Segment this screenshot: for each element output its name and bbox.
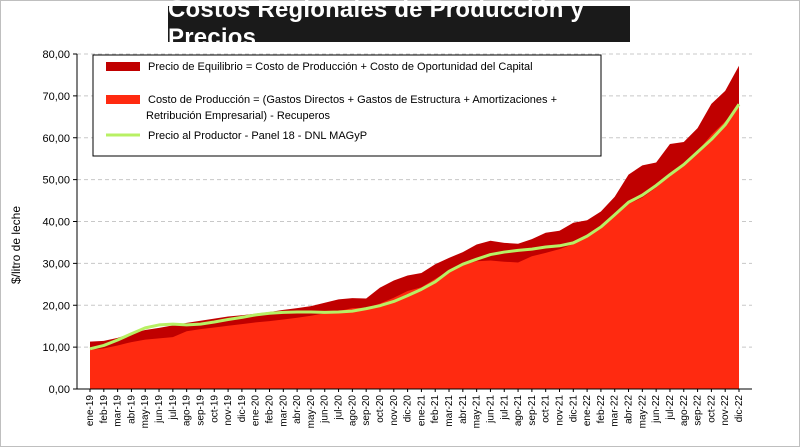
legend-label-costo-line2: Retribución Empresarial) - Recuperos — [146, 110, 331, 122]
x-tick-label: mar-19 — [113, 395, 124, 427]
x-tick-label: jun-21 — [485, 395, 496, 424]
x-tick-label: ago-20 — [347, 395, 358, 427]
x-tick-label: oct-22 — [706, 395, 717, 423]
y-tick-label: 40,00 — [42, 217, 70, 229]
y-tick-label: 80,00 — [42, 49, 70, 61]
legend: Precio de Equilibrio = Costo de Producci… — [92, 54, 602, 157]
x-tick-label: sep-19 — [195, 395, 206, 426]
x-tick-label: ene-21 — [416, 395, 427, 427]
x-tick-label: ago-22 — [679, 395, 690, 427]
x-tick-label: oct-19 — [209, 395, 220, 423]
x-tick-label: nov-22 — [720, 395, 731, 426]
y-tick-label: 10,00 — [42, 342, 70, 354]
y-tick-label: 30,00 — [42, 258, 70, 270]
x-tick-label: nov-20 — [389, 395, 400, 426]
x-tick-label: feb-22 — [596, 395, 607, 424]
x-tick-label: ene-20 — [251, 395, 262, 427]
x-tick-label: dic-21 — [568, 395, 579, 423]
x-tick-label: jul-21 — [499, 395, 510, 421]
legend-swatch-costo — [106, 95, 140, 104]
x-tick-label: sep-21 — [527, 395, 538, 426]
x-tick-label: ago-21 — [513, 395, 524, 427]
x-tick-label: sep-22 — [693, 395, 704, 426]
x-tick-label: jun-19 — [154, 395, 165, 424]
y-axis-label: $/litro de leche — [9, 206, 23, 284]
x-tick-label: may-20 — [306, 395, 317, 429]
x-tick-label: abr-19 — [126, 395, 137, 424]
x-tick-label: abr-22 — [624, 395, 635, 424]
x-tick-label: jul-22 — [665, 395, 676, 421]
x-tick-label: mar-21 — [444, 395, 455, 427]
x-tick-label: jun-22 — [651, 395, 662, 424]
legend-label-precio: Precio al Productor - Panel 18 - DNL MAG… — [148, 130, 367, 142]
y-tick-label: 20,00 — [42, 300, 70, 312]
x-tick-label: nov-21 — [554, 395, 565, 426]
x-tick-label: feb-19 — [99, 395, 110, 424]
x-tick-label: may-19 — [140, 395, 151, 429]
y-tick-label: 70,00 — [42, 91, 70, 103]
x-tick-label: feb-21 — [430, 395, 441, 424]
chart-title: Costos Regionales de Producción y Precio… — [168, 0, 630, 51]
series-areas — [90, 65, 739, 390]
x-tick-label: dic-19 — [237, 395, 248, 423]
x-tick-label: abr-20 — [292, 395, 303, 424]
legend-swatch-equilibrio — [106, 62, 140, 71]
x-tick-label: dic-22 — [734, 395, 745, 423]
legend-box — [92, 54, 602, 157]
x-tick-label: jun-20 — [320, 395, 331, 424]
x-tick-label: may-21 — [472, 395, 483, 429]
x-tick-label: mar-22 — [610, 395, 621, 427]
x-tick-label: abr-21 — [458, 395, 469, 424]
x-tick-label: ago-19 — [182, 395, 193, 427]
x-tick-label: dic-20 — [403, 395, 414, 423]
x-tick-label: oct-20 — [375, 395, 386, 423]
series-area-1 — [90, 107, 739, 390]
x-tick-label: jul-19 — [168, 395, 179, 421]
x-tick-label: may-22 — [637, 395, 648, 429]
y-tick-label: 60,00 — [42, 133, 70, 145]
x-tick-label: ene-19 — [85, 395, 96, 427]
x-tick-label: jul-20 — [334, 395, 345, 421]
x-tick-label: nov-19 — [223, 395, 234, 426]
x-tick-label: ene-22 — [582, 395, 593, 427]
x-tick-label: mar-20 — [278, 395, 289, 427]
legend-label-equilibrio: Precio de Equilibrio = Costo de Producci… — [148, 61, 533, 73]
y-tick-label: 0,00 — [49, 384, 70, 396]
y-tick-label: 50,00 — [42, 175, 70, 187]
x-tick-label: oct-21 — [541, 395, 552, 423]
y-tick-labels: 0,00 10,00 20,00 30,00 40,00 50,00 60,00 70,00 8… — [42, 49, 77, 396]
series-line-2 — [89, 103, 741, 351]
x-tick-label: sep-20 — [361, 395, 372, 426]
x-tick-labels: ene-19 feb-19 mar-19 abr-19 may-19 jun-19 jul-… — [85, 389, 745, 428]
x-tick-label: feb-20 — [265, 395, 276, 424]
series-lines — [89, 103, 741, 351]
legend-label-costo-line1: Costo de Producción = (Gastos Directos +… — [148, 94, 557, 106]
